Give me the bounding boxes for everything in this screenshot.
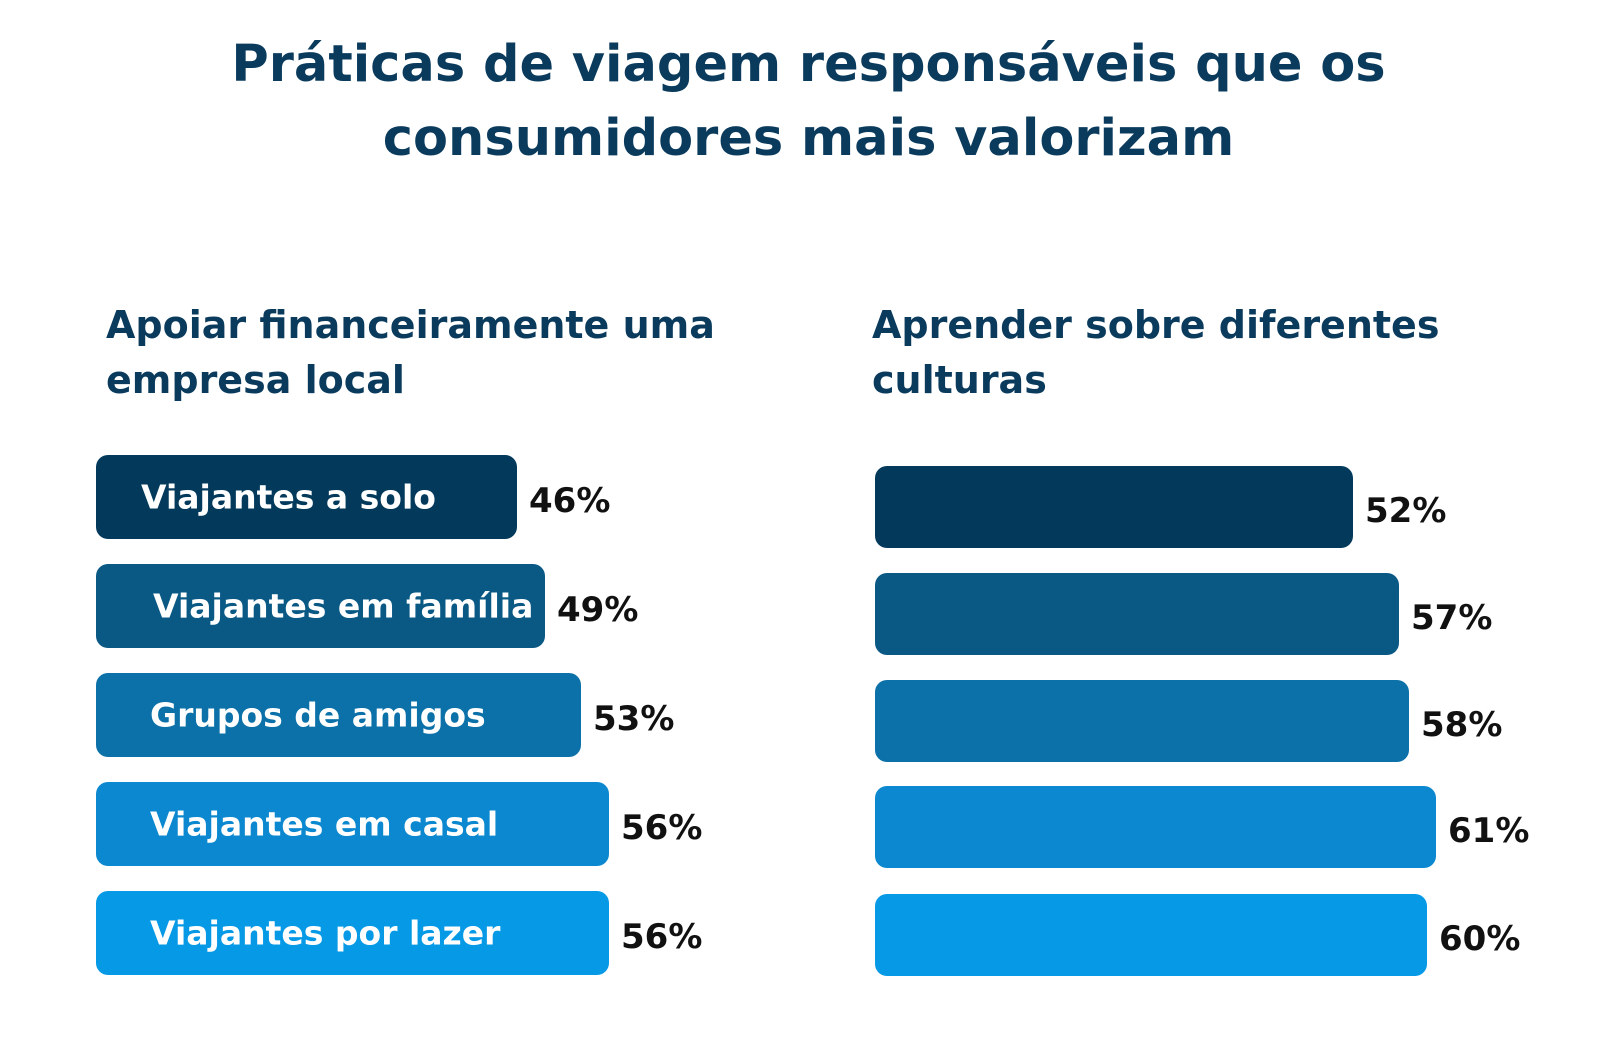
bar-category-label: Viajantes a solo xyxy=(141,477,436,517)
bar-value-label: 52% xyxy=(1365,491,1447,531)
bar-value-label: 61% xyxy=(1448,811,1530,851)
bar-value-label: 57% xyxy=(1411,598,1493,638)
page-title-line-2: consumidores mais valorizam xyxy=(382,109,1235,168)
bar-right-3 xyxy=(875,786,1436,868)
bar-value-label: 49% xyxy=(557,590,639,630)
bar-left-0: Viajantes a solo xyxy=(96,455,517,539)
right-chart-title: Aprender sobre diferentes culturas xyxy=(872,298,1439,408)
bar-right-2 xyxy=(875,680,1409,762)
bar-left-3: Viajantes em casal xyxy=(96,782,609,866)
bar-right-4 xyxy=(875,894,1427,976)
page-title-line-1: Práticas de viagem responsáveis que os xyxy=(231,35,1386,94)
right-chart-title-line-2: culturas xyxy=(872,358,1047,402)
right-chart-title-line-1: Aprender sobre diferentes xyxy=(872,303,1440,347)
bar-value-label: 58% xyxy=(1421,705,1503,745)
bar-value-label: 56% xyxy=(621,808,703,848)
bar-value-label: 60% xyxy=(1439,919,1521,959)
bar-right-0 xyxy=(875,466,1353,548)
bar-left-1: Viajantes em família xyxy=(96,564,545,648)
left-chart-title-line-1: Apoiar financeiramente uma xyxy=(106,303,715,347)
bar-value-label: 56% xyxy=(621,917,703,957)
bar-value-label: 46% xyxy=(529,481,611,521)
bar-right-1 xyxy=(875,573,1399,655)
bar-left-2: Grupos de amigos xyxy=(96,673,581,757)
bar-category-label: Viajantes por lazer xyxy=(150,913,501,953)
bar-category-label: Viajantes em casal xyxy=(150,804,499,844)
bar-left-4: Viajantes por lazer xyxy=(96,891,609,975)
left-chart-title-line-2: empresa local xyxy=(106,358,405,402)
page-title: Práticas de viagem responsáveis que os c… xyxy=(0,28,1617,176)
bar-category-label: Grupos de amigos xyxy=(150,695,486,735)
left-chart-title: Apoiar financeiramente uma empresa local xyxy=(106,298,715,408)
bar-category-label: Viajantes em família xyxy=(153,586,534,626)
bar-value-label: 53% xyxy=(593,699,675,739)
